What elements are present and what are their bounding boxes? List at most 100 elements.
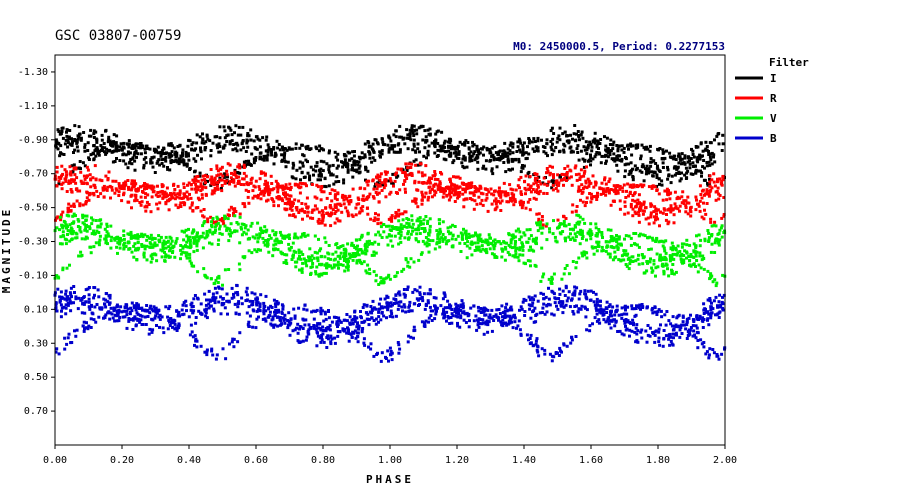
data-point — [640, 143, 644, 147]
data-point — [641, 212, 645, 216]
data-point — [364, 269, 368, 273]
data-point — [639, 207, 643, 211]
data-point — [495, 200, 499, 204]
data-point — [403, 236, 407, 240]
data-point — [520, 166, 524, 170]
data-point — [571, 260, 575, 263]
data-point — [612, 184, 616, 188]
data-point — [503, 190, 507, 194]
data-point — [162, 239, 166, 243]
data-point — [540, 246, 544, 250]
data-point — [301, 232, 305, 236]
data-point — [676, 251, 680, 255]
data-point — [214, 296, 218, 300]
data-point — [642, 209, 646, 213]
data-point — [664, 262, 668, 266]
data-point — [298, 255, 301, 258]
data-point — [202, 208, 206, 211]
data-point — [130, 309, 134, 313]
data-point — [56, 128, 60, 132]
data-point — [154, 193, 158, 197]
data-point — [302, 232, 306, 235]
data-point — [64, 170, 68, 174]
data-point — [662, 150, 666, 154]
data-point — [708, 297, 712, 300]
data-point — [69, 204, 73, 208]
data-point — [350, 163, 354, 167]
data-point — [259, 151, 263, 155]
data-point — [636, 340, 640, 344]
data-point — [481, 310, 485, 314]
data-point — [595, 249, 599, 253]
data-point — [415, 232, 419, 236]
data-point — [619, 243, 623, 247]
data-point — [124, 183, 128, 187]
data-point — [122, 237, 126, 241]
data-point — [159, 248, 163, 252]
data-point — [499, 193, 503, 197]
data-point — [703, 208, 706, 212]
data-point — [293, 215, 297, 219]
data-point — [565, 134, 569, 137]
data-point — [118, 145, 122, 149]
data-point — [577, 158, 581, 162]
data-point — [377, 283, 381, 286]
data-point — [450, 237, 454, 241]
data-point — [372, 150, 376, 154]
data-point — [70, 238, 74, 242]
data-point — [201, 132, 204, 136]
data-point — [70, 178, 74, 182]
data-point — [401, 137, 405, 141]
data-point — [433, 177, 437, 181]
data-point — [719, 182, 723, 186]
data-point — [65, 173, 69, 177]
data-point — [249, 224, 253, 228]
data-point — [317, 210, 321, 214]
data-point — [334, 243, 338, 247]
data-point — [341, 196, 345, 199]
data-point — [487, 190, 491, 194]
data-point — [363, 248, 367, 252]
data-point — [625, 253, 629, 257]
data-point — [65, 213, 69, 217]
data-point — [245, 141, 249, 145]
data-point — [343, 254, 347, 257]
data-point — [456, 144, 460, 148]
data-point — [472, 207, 476, 211]
data-point — [298, 166, 302, 170]
data-point — [510, 246, 514, 250]
data-point — [528, 186, 532, 189]
data-point — [608, 153, 612, 157]
data-point — [679, 158, 683, 162]
data-point — [282, 261, 286, 265]
data-point — [166, 194, 170, 198]
data-point — [702, 217, 706, 221]
data-point — [669, 247, 673, 251]
data-point — [484, 167, 488, 171]
data-point — [400, 269, 404, 273]
data-point — [292, 213, 296, 217]
data-point — [639, 202, 643, 206]
data-point — [655, 212, 658, 216]
data-point — [271, 198, 275, 202]
data-point — [642, 146, 646, 150]
data-point — [403, 305, 407, 309]
data-point — [565, 171, 569, 174]
data-point — [427, 320, 430, 324]
data-point — [122, 146, 126, 150]
data-point — [63, 168, 67, 172]
data-point — [706, 269, 710, 273]
data-point — [390, 146, 394, 150]
data-point — [413, 197, 417, 201]
data-point — [269, 236, 273, 240]
data-point — [106, 242, 109, 246]
data-point — [578, 215, 582, 219]
data-point — [306, 210, 310, 214]
data-point — [574, 225, 577, 229]
data-point — [57, 175, 61, 179]
data-point — [210, 225, 214, 229]
data-point — [551, 137, 555, 141]
data-point — [81, 324, 85, 328]
data-point — [156, 207, 160, 211]
data-point — [580, 191, 584, 195]
